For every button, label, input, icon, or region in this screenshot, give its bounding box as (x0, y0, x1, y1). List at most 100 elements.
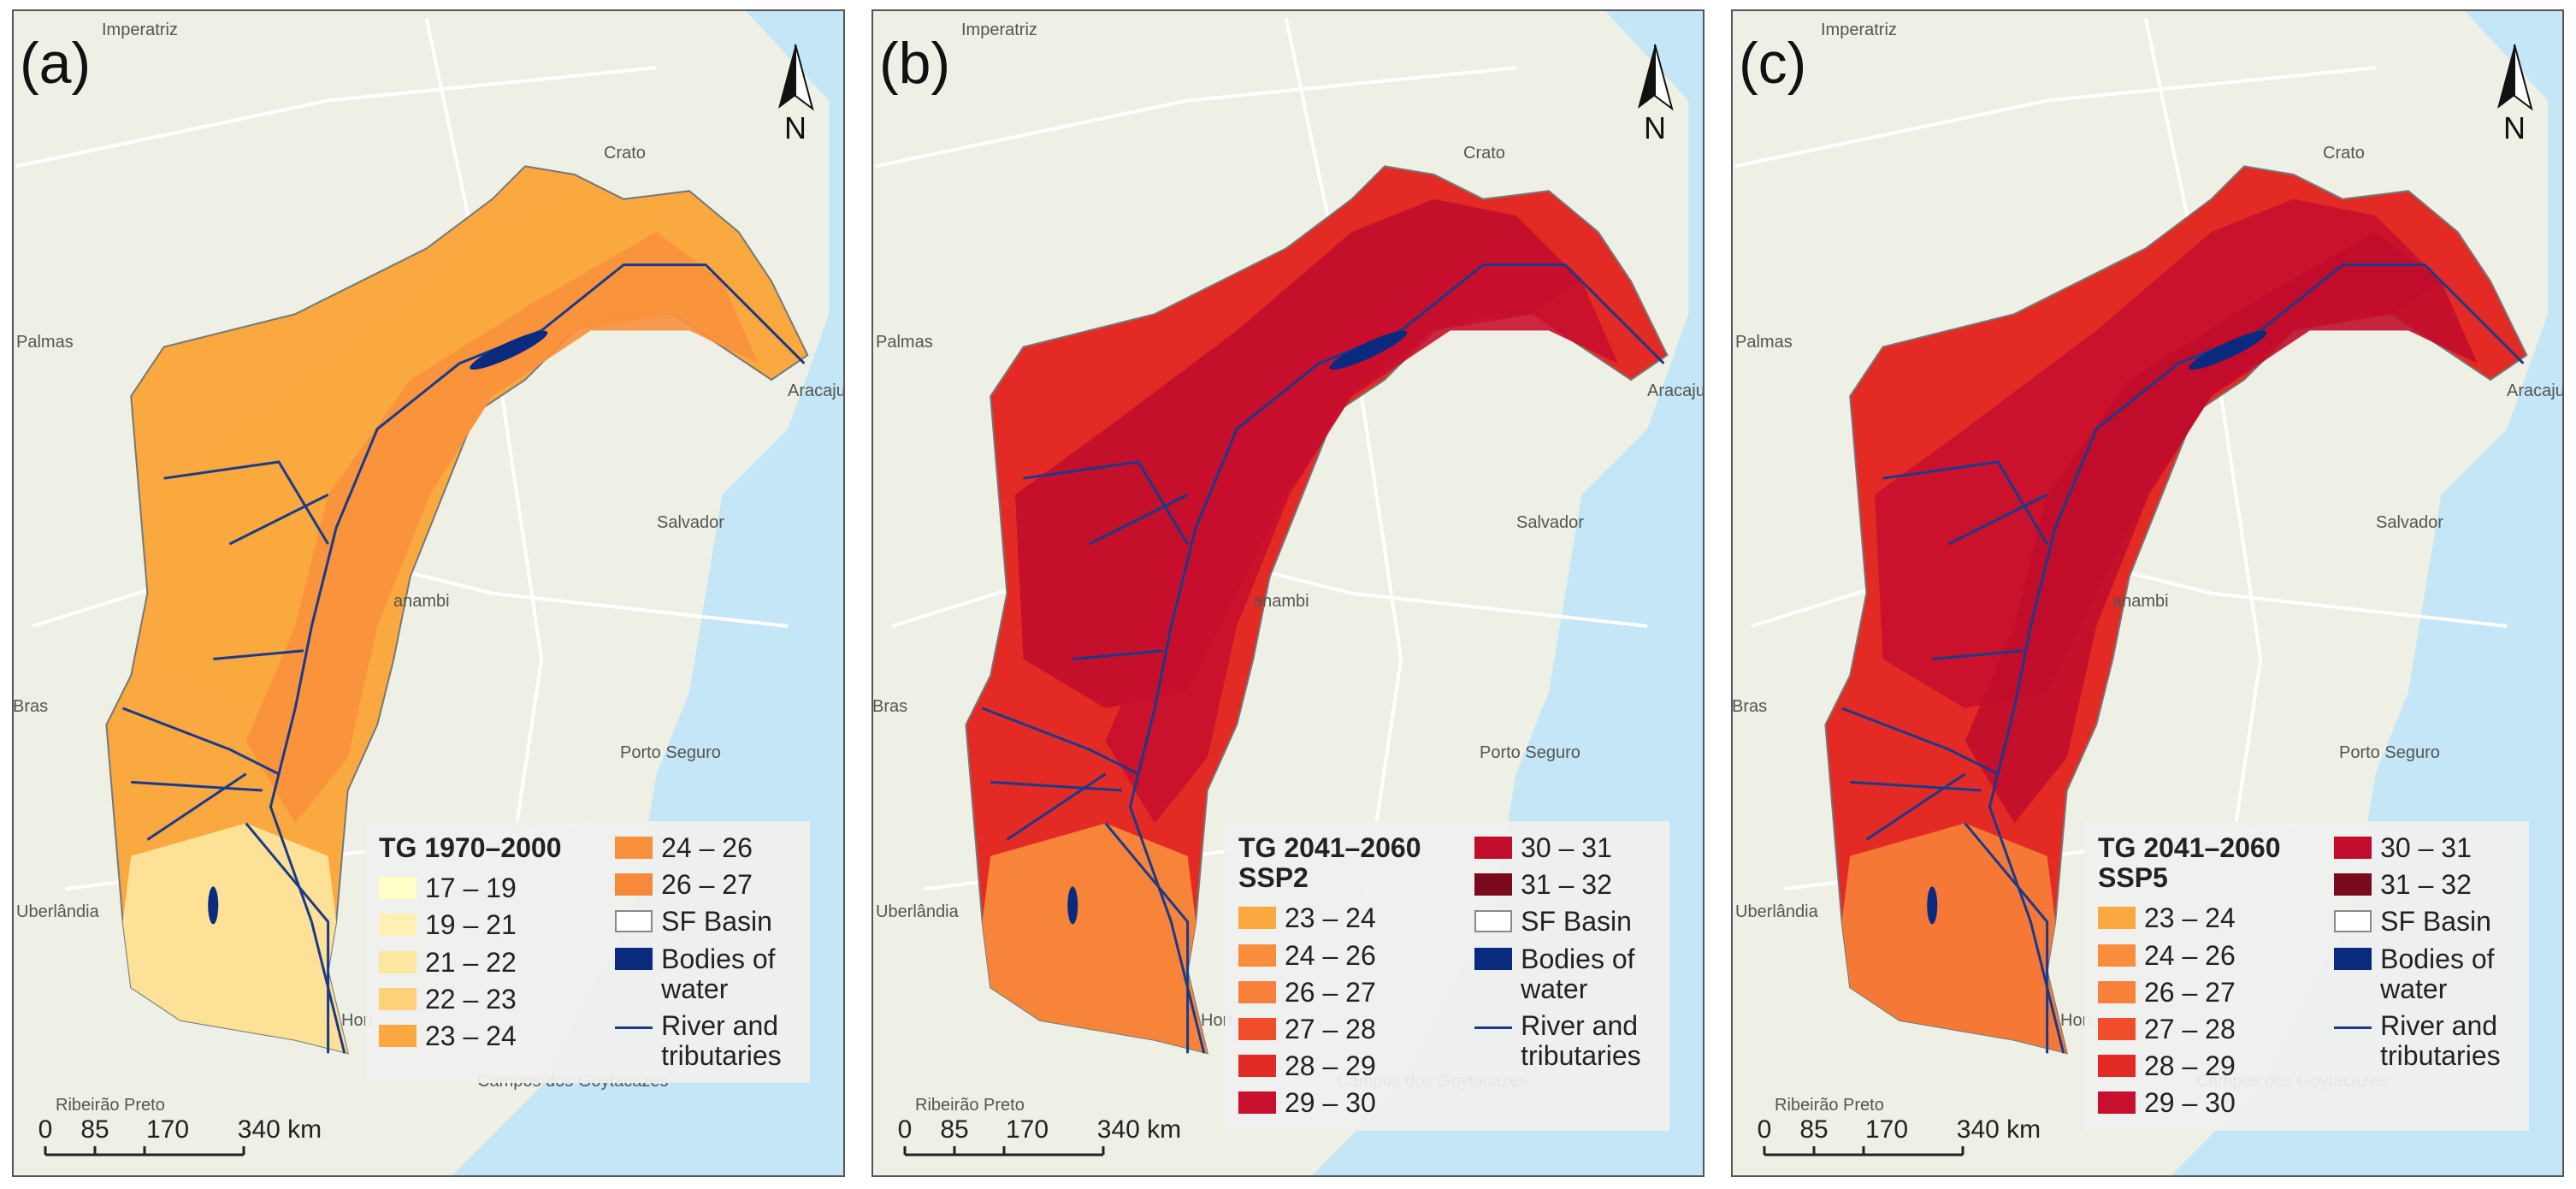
legend-swatch (379, 914, 417, 937)
place-name: Aracaju (2507, 382, 2565, 400)
legend-label: 31 – 32 (1521, 869, 1612, 901)
place-name: Porto Seguro (2339, 743, 2440, 762)
place-name: Crato (2323, 144, 2365, 163)
legend-label: River and tributaries (1521, 1009, 1641, 1072)
legend-swatch (2334, 947, 2372, 970)
scale-label: 0 (1758, 1115, 1772, 1144)
scale-label: 340 km (1097, 1115, 1181, 1144)
legend-label: 17 – 19 (425, 873, 517, 904)
reservoir (208, 886, 219, 925)
legend-item: 26 – 27 (615, 869, 796, 900)
place-name: Uberlândia (16, 902, 100, 921)
place-name: Crato (1463, 144, 1505, 163)
legend-label: 27 – 28 (2144, 1013, 2236, 1044)
legend-title: TG 2041–2060 SSP5 (2098, 832, 2281, 894)
legend-swatch (1474, 837, 1513, 859)
legend-label: 23 – 24 (2144, 902, 2236, 934)
legend-item: River and tributaries (1474, 1009, 1656, 1072)
place-name: anambi (2112, 592, 2169, 611)
scale-label: 170 (1006, 1115, 1049, 1144)
legend-label: 29 – 30 (1285, 1087, 1376, 1119)
place-name: Hori (1201, 1011, 1232, 1030)
panel-label: (a) (20, 31, 91, 96)
legend-label: 27 – 28 (1285, 1013, 1376, 1044)
north-label: N (2503, 110, 2526, 145)
legend-item: 23 – 24 (2098, 903, 2325, 933)
legend-item: 23 – 24 (379, 1020, 606, 1051)
river (1932, 649, 2023, 660)
place-name: Imperatriz (961, 21, 1037, 39)
legend-swatch (615, 1026, 653, 1029)
legend-swatch (2334, 873, 2372, 896)
legend-item: 24 – 26 (615, 832, 796, 863)
zone (122, 823, 348, 1054)
river (131, 780, 263, 792)
scale-label: 340 km (1957, 1115, 2041, 1144)
legend-item: 29 – 30 (2098, 1088, 2325, 1118)
place-name: Palmas (1735, 333, 1793, 352)
legend-label: 24 – 26 (1285, 939, 1376, 971)
place-name: Palmas (876, 333, 933, 352)
legend-label: 24 – 26 (2144, 939, 2236, 971)
north-arrow (778, 44, 795, 109)
legend-item: SF Basin (2334, 907, 2515, 937)
legend-swatch (379, 1024, 417, 1047)
legend-item: 22 – 23 (379, 983, 606, 1014)
north-arrow (2514, 44, 2533, 111)
legend-item: 29 – 30 (1238, 1088, 1466, 1118)
river (269, 263, 806, 1054)
river (1947, 494, 2048, 546)
legend-item: 28 – 29 (2098, 1050, 2325, 1081)
north-arrow (2497, 44, 2514, 109)
legend-swatch (2098, 944, 2136, 967)
legend-item: 27 – 28 (1238, 1014, 1466, 1044)
legend-swatch (2334, 837, 2372, 859)
river (1006, 772, 1107, 841)
legend-swatch (2098, 1055, 2136, 1078)
river (982, 707, 1139, 776)
panel-label: (b) (879, 31, 950, 96)
legend: TG 1970–2000 17 – 19 19 – 21 21 – 22 22 – 23… (365, 821, 810, 1084)
zone (1841, 823, 2067, 1054)
legend-item: 26 – 27 (2098, 976, 2325, 1008)
river (1128, 263, 1665, 1054)
place-name: Bras (872, 697, 907, 716)
legend-item: 24 – 26 (2098, 939, 2325, 971)
legend-swatch (379, 987, 417, 1010)
scale-label: 85 (1799, 1115, 1828, 1144)
place-name: anambi (1253, 592, 1309, 611)
legend-swatch (1238, 944, 1276, 967)
legend-item: SF Basin (615, 907, 796, 937)
legend-label: 24 – 26 (661, 832, 753, 863)
legend-column: TG 2041–2060 SSP2 23 – 24 24 – 26 26 – 27 27… (1238, 832, 1466, 1119)
legend-item: River and tributaries (615, 1010, 796, 1071)
place-name: Salvador (657, 513, 724, 532)
scale-label: 85 (940, 1115, 968, 1144)
legend-item: Bodies of water (615, 944, 796, 1004)
legend-label: 26 – 27 (2144, 976, 2236, 1008)
legend-column: 24 – 26 26 – 27 SF Basin Bodies of water Riv… (615, 832, 796, 1071)
legend-item: River and tributaries (2334, 1009, 2515, 1072)
river (1088, 494, 1189, 546)
legend-swatch (2098, 980, 2136, 1003)
legend-label: 22 – 23 (425, 983, 517, 1014)
legend-label: River and tributaries (2380, 1009, 2501, 1072)
reservoir (1329, 330, 1408, 370)
legend-column: 30 – 31 31 – 32 SF Basin Bodies of water Riv… (1474, 832, 1656, 1119)
legend-item: Bodies of water (1474, 944, 1656, 1004)
river (1023, 460, 1189, 545)
legend-swatch (1474, 947, 1513, 970)
place-name: Imperatriz (1821, 21, 1897, 39)
legend-label: 23 – 24 (425, 1020, 517, 1051)
legend: TG 2041–2060 SSP5 23 – 24 24 – 26 26 – 27 27… (2084, 821, 2529, 1131)
place-name: Uberlândia (876, 902, 960, 921)
legend-label: 28 – 29 (1285, 1050, 1376, 1082)
legend-label: SF Basin (2380, 906, 2491, 938)
legend-swatch (2098, 1017, 2136, 1040)
reservoir (1927, 886, 1938, 925)
reservoir (470, 330, 548, 370)
north-arrow (795, 44, 814, 111)
river (1882, 460, 2048, 545)
legend-item: SF Basin (1474, 907, 1656, 937)
